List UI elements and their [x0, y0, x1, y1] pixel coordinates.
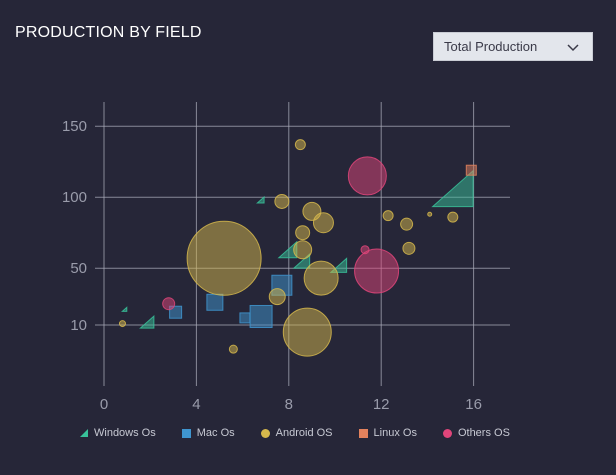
legend-swatch-circle [260, 428, 270, 438]
legend-label: Android OS [275, 427, 333, 439]
android-point [312, 212, 334, 234]
others-point [347, 156, 387, 196]
android-point [303, 260, 339, 296]
chart-legend: Windows Os Mac Os Android OS Linux Os Others… [80, 425, 536, 441]
chevron-down-icon [567, 44, 579, 52]
windows-point [120, 306, 128, 312]
others-point [354, 248, 400, 294]
legend-item: Linux Os [358, 427, 417, 439]
others-point [162, 297, 176, 311]
legend-swatch-triangle [80, 429, 88, 437]
android-point [274, 193, 290, 209]
x-tick-label: 4 [192, 396, 200, 413]
y-tick-label: 50 [70, 260, 87, 277]
mac-point [206, 293, 224, 311]
android-point [186, 220, 262, 296]
android-point [293, 240, 313, 260]
legend-label: Linux Os [373, 427, 417, 439]
linux-point [465, 164, 477, 176]
legend-item: Windows Os [80, 427, 156, 439]
y-tick-label: 10 [70, 317, 87, 334]
legend-swatch-square [181, 428, 191, 438]
android-point [118, 320, 126, 328]
production-type-dropdown[interactable]: Total Production [433, 32, 593, 61]
y-tick-label: 100 [62, 189, 87, 206]
legend-item: Others OS [442, 427, 510, 439]
x-tick-label: 8 [285, 396, 293, 413]
y-tick-label: 150 [62, 118, 87, 135]
android-point [228, 344, 238, 354]
legend-label: Windows Os [94, 427, 156, 439]
dropdown-selected-value: Total Production [444, 39, 538, 54]
windows-point [139, 315, 155, 329]
chart-title: PRODUCTION BY FIELD [15, 24, 202, 41]
android-point [402, 241, 416, 255]
x-tick-label: 16 [465, 396, 482, 413]
android-point [382, 210, 394, 222]
legend-item: Android OS [260, 427, 333, 439]
android-point [268, 288, 286, 306]
android-point [447, 211, 459, 223]
legend-swatch-circle [442, 428, 452, 438]
mac-point [239, 312, 251, 324]
android-point [282, 307, 332, 357]
android-point [295, 225, 311, 241]
legend-item: Mac Os [181, 427, 235, 439]
android-point [427, 211, 433, 217]
x-tick-label: 12 [373, 396, 390, 413]
legend-swatch-square [358, 428, 368, 438]
x-tick-label: 0 [100, 396, 108, 413]
mac-point [249, 304, 273, 328]
legend-label: Mac Os [196, 427, 235, 439]
android-point [400, 217, 414, 231]
windows-point [431, 169, 474, 208]
windows-point [256, 195, 265, 204]
legend-label: Others OS [457, 427, 510, 439]
android-point [294, 139, 306, 151]
mac-point [169, 305, 183, 319]
